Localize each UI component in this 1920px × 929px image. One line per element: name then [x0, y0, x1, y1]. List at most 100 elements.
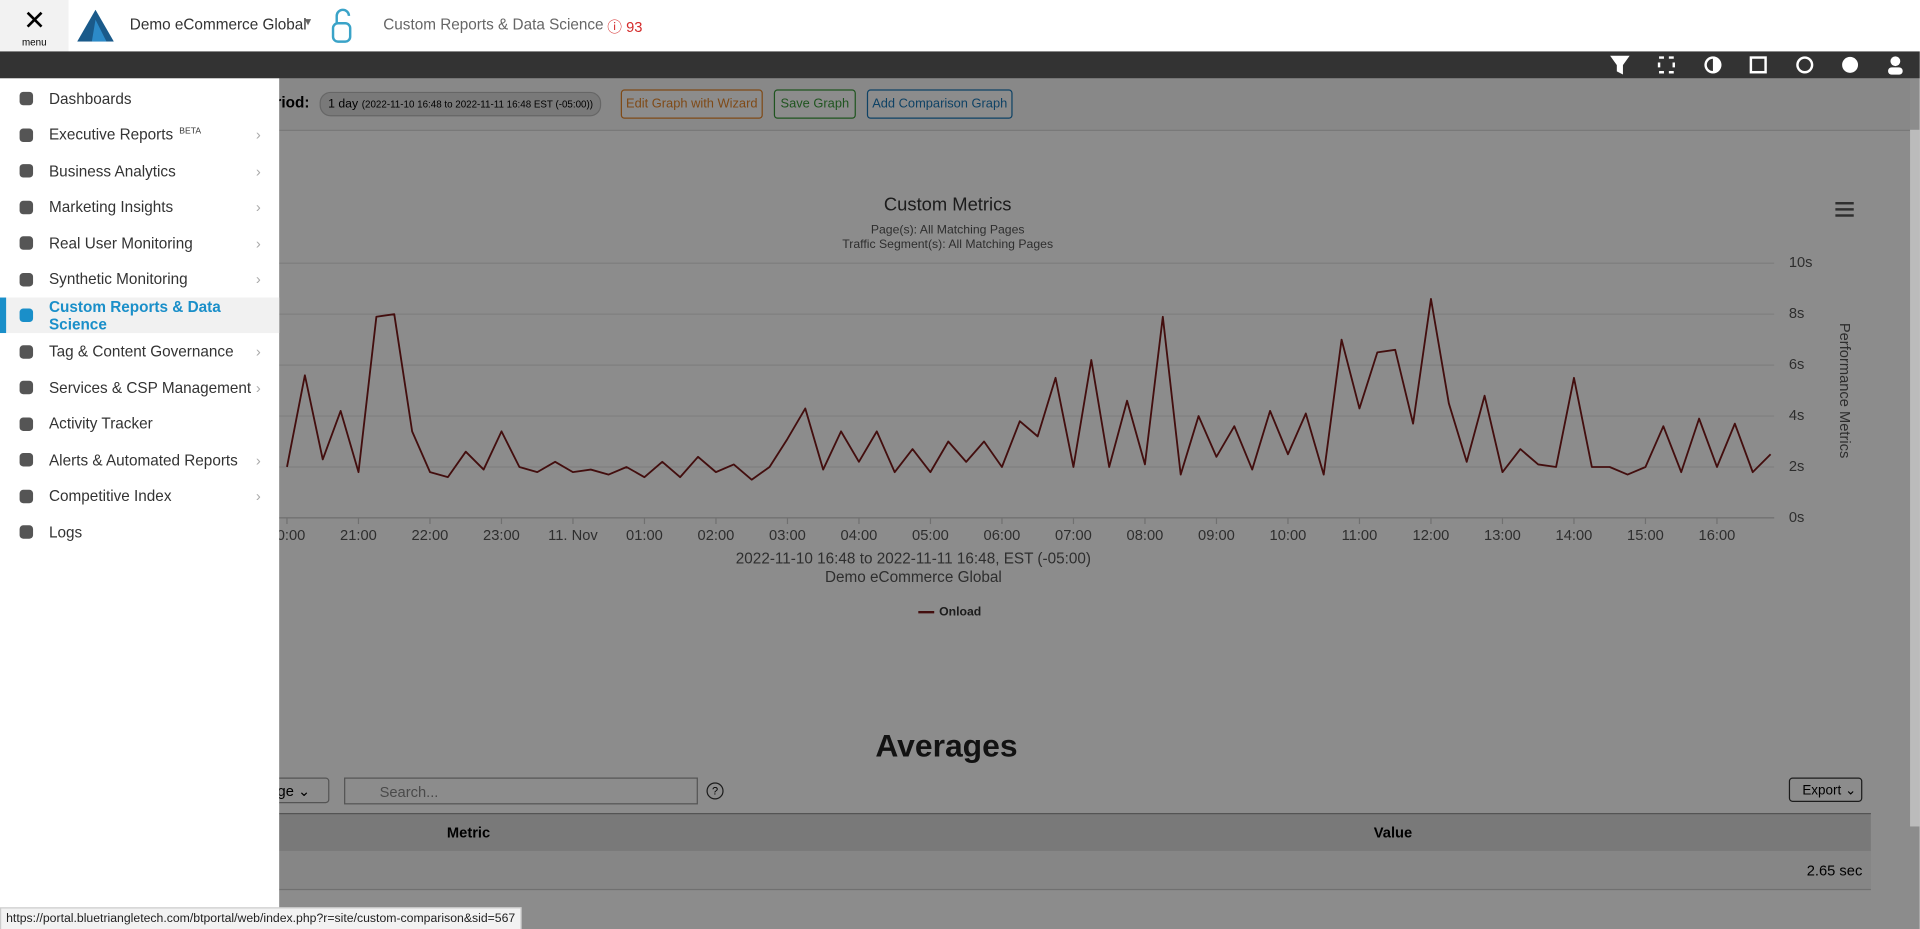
scrollbar[interactable]	[1910, 129, 1920, 827]
export-button[interactable]: Export ⌄	[1788, 777, 1863, 802]
menu-label: Custom Reports & Data Science	[48, 298, 221, 333]
y-tick-label: 4s	[1789, 408, 1805, 424]
menu-label: Marketing Insights	[48, 198, 174, 216]
menu-item[interactable]: Executive Reports BETA ›	[0, 117, 279, 153]
x-tick-label: 10:00	[1270, 528, 1307, 544]
menu-chevron: ›	[255, 342, 261, 360]
menu-item[interactable]: Dashboards	[0, 81, 279, 117]
table-header: Metric Value	[244, 813, 1871, 851]
search-box[interactable]: Search...	[344, 777, 698, 805]
menu-label: Executive Reports BETA	[48, 126, 202, 144]
columns-icon[interactable]	[1749, 56, 1767, 74]
help-icon[interactable]	[1796, 56, 1814, 74]
menu-icon	[19, 453, 34, 467]
x-caption: 2022-11-10 16:48 to 2022-11-11 16:48, ES…	[736, 551, 1091, 568]
y-tick-label: 0s	[1789, 510, 1805, 526]
y-axis-label: Performance Metrics	[1836, 323, 1852, 459]
user-icon[interactable]	[1890, 56, 1901, 67]
menu-icon	[19, 308, 34, 323]
table-row: 2.65 sec	[244, 850, 1871, 891]
x-tick-label: 11. Nov	[548, 528, 598, 544]
menu-label: Activity Tracker	[48, 415, 153, 433]
status-url: https://portal.bluetriangletech.com/btpo…	[0, 907, 522, 929]
menu-chevron: ›	[255, 270, 261, 288]
period-range: (2022-11-10 16:48 to 2022-11-11 16:48 ES…	[361, 98, 594, 110]
period-value: 1 day	[328, 97, 359, 111]
menu-icon	[19, 200, 34, 214]
menu-icon	[19, 164, 34, 178]
alert-count: 93	[626, 18, 643, 36]
menu-toggle[interactable]: ✕ menu	[0, 0, 69, 52]
x-tick-label: 11:00	[1342, 528, 1378, 544]
menu-item[interactable]: Custom Reports & Data Science	[0, 297, 280, 334]
side-menu: Dashboards Executive Reports BETA › Business…	[0, 78, 280, 929]
menu-label: Alerts & Automated Reports	[48, 451, 238, 469]
menu-label: Business Analytics	[48, 162, 176, 180]
close-icon: ✕	[23, 4, 46, 36]
menu-item[interactable]: Competitive Index ›	[0, 478, 279, 514]
x-tick-label: 14:00	[1556, 528, 1593, 544]
menu-item[interactable]: Activity Tracker	[0, 406, 279, 442]
filter-icon[interactable]	[1610, 55, 1630, 75]
section-name: Custom Reports & Data Science	[383, 15, 604, 34]
column-header[interactable]: Value	[1373, 824, 1413, 842]
menu-label: Real User Monitoring	[48, 234, 193, 252]
menu-chevron: ›	[255, 126, 261, 144]
menu-item[interactable]: Tag & Content Governance ›	[0, 334, 279, 370]
menu-icon	[19, 236, 34, 250]
menu-item[interactable]: Business Analytics ›	[0, 153, 279, 189]
menu-icon	[19, 91, 34, 106]
menu-label: Tag & Content Governance	[48, 342, 234, 360]
menu-label: Dashboards	[48, 89, 132, 108]
wizard-button[interactable]: Edit Graph with Wizard	[620, 89, 763, 119]
settings-icon[interactable]	[1842, 56, 1859, 73]
menu-item[interactable]: Services & CSP Management ›	[0, 370, 279, 406]
x-tick-label: 22:00	[412, 528, 449, 544]
compare-button[interactable]: Add Comparison Graph	[866, 89, 1013, 119]
y-tick-label: 10s	[1789, 255, 1813, 271]
period-pill[interactable]: 1 day (2022-11-10 16:48 to 2022-11-11 16:…	[319, 91, 602, 117]
x-tick-label: 04:00	[841, 528, 878, 544]
legend-label: Onload	[939, 604, 981, 618]
menu-item[interactable]: Synthetic Monitoring ›	[0, 261, 279, 297]
chart-menu[interactable]	[1835, 202, 1854, 217]
menu-label: Competitive Index	[48, 487, 172, 505]
content: eriod: 1 day (2022-11-10 16:48 to 2022-11…	[0, 78, 1911, 929]
logo	[77, 9, 114, 42]
fullscreen-icon[interactable]	[1657, 56, 1675, 74]
menu-chevron: ›	[255, 162, 261, 180]
menu-item[interactable]: Real User Monitoring ›	[0, 225, 279, 261]
menu-chevron: ›	[255, 234, 261, 252]
x-tick-label: 08:00	[1127, 528, 1164, 544]
menu-icon	[19, 525, 34, 539]
data-line	[286, 297, 1772, 481]
menu-item[interactable]: Logs	[0, 514, 279, 550]
menu-icon	[19, 380, 34, 395]
top-bar: ✕ menu Demo eCommerce Global ▾ Custom Re…	[0, 0, 1920, 52]
x-caption: Demo eCommerce Global	[825, 569, 1002, 586]
x-tick-label: 16:00	[1699, 528, 1736, 544]
menu-label: Synthetic Monitoring	[48, 270, 188, 288]
help-icon[interactable]: ?	[706, 782, 724, 800]
chart-title: Custom Metrics	[884, 194, 1012, 215]
x-tick-label: 06:00	[984, 528, 1021, 544]
menu-item[interactable]: Alerts & Automated Reports ›	[0, 442, 279, 478]
account-name[interactable]: Demo eCommerce Global	[129, 15, 307, 34]
toolbar-icons	[1610, 55, 1903, 75]
save-button[interactable]: Save Graph	[773, 89, 856, 119]
account-dropdown[interactable]: ▾	[304, 15, 312, 30]
chart-subtitle: Page(s): All Matching Pages	[871, 222, 1025, 236]
lock-icon[interactable]	[328, 7, 355, 44]
column-header[interactable]: Metric	[446, 824, 491, 842]
menu-icon	[19, 127, 34, 142]
y-tick-label: 2s	[1789, 459, 1805, 475]
table-cell: 2.65 sec	[1806, 861, 1863, 880]
menu-item[interactable]: Marketing Insights ›	[0, 189, 279, 225]
menu-label: Services & CSP Management	[48, 378, 252, 397]
x-tick-label: 13:00	[1484, 528, 1521, 544]
menu-label: Logs	[48, 523, 83, 541]
x-tick-label: 21:00	[340, 528, 377, 544]
alert-badge[interactable]: ⓘ 93	[607, 18, 643, 36]
